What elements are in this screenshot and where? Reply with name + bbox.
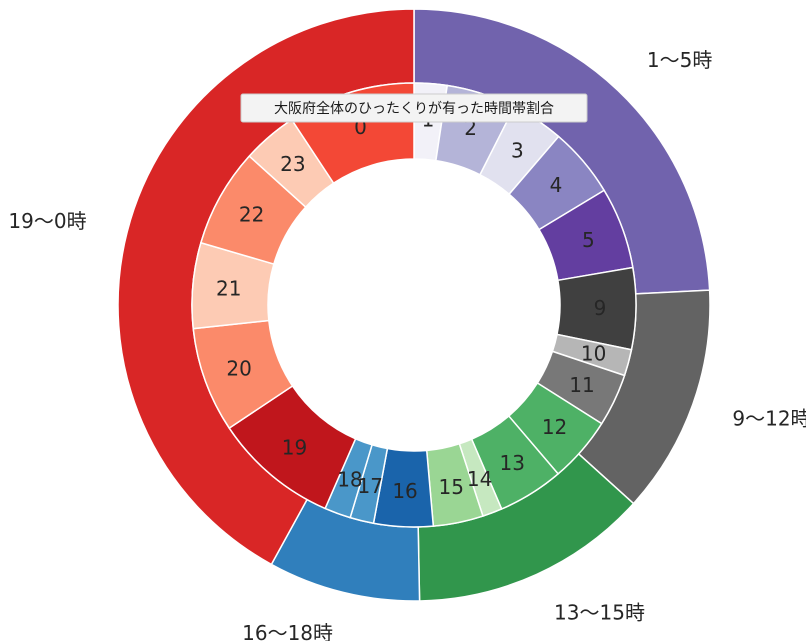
outer-label-5: 19〜0時: [8, 209, 86, 233]
chart-title-box: [240, 93, 588, 123]
inner-label-9: 12: [542, 415, 567, 439]
inner-label-8: 11: [569, 373, 594, 397]
inner-label-5: 5: [582, 228, 595, 252]
inner-label-3: 3: [511, 138, 524, 162]
inner-label-15: 18: [337, 468, 362, 492]
outer-labels: 1〜5時 9〜12時 13〜15時 16〜18時 19〜0時: [8, 48, 806, 641]
inner-label-6: 9: [594, 296, 607, 320]
outer-ring: [117, 8, 711, 602]
inner-label-17: 20: [226, 356, 251, 380]
chart-title-text: 大阪府全体のひったくりが有った時間帯割合: [274, 100, 554, 117]
inner-label-18: 21: [216, 277, 241, 301]
chart-title: 大阪府全体のひったくりが有った時間帯割合: [240, 93, 588, 123]
outer-label-4: 16〜18時: [242, 621, 333, 641]
inner-label-13: 16: [392, 479, 417, 503]
inner-label-20: 23: [280, 152, 305, 176]
inner-label-19: 22: [239, 202, 264, 226]
inner-label-4: 4: [550, 173, 563, 197]
inner-ring: [191, 82, 637, 528]
inner-label-16: 19: [282, 436, 307, 460]
outer-label-1: 1〜5時: [647, 48, 712, 72]
outer-label-3: 13〜15時: [554, 601, 645, 625]
inner-label-7: 10: [581, 341, 606, 365]
inner-label-12: 15: [438, 475, 463, 499]
inner-label-14: 17: [358, 474, 383, 498]
inner-label-11: 14: [467, 467, 492, 491]
inner-label-10: 13: [499, 451, 524, 475]
outer-label-2: 9〜12時: [732, 406, 806, 430]
